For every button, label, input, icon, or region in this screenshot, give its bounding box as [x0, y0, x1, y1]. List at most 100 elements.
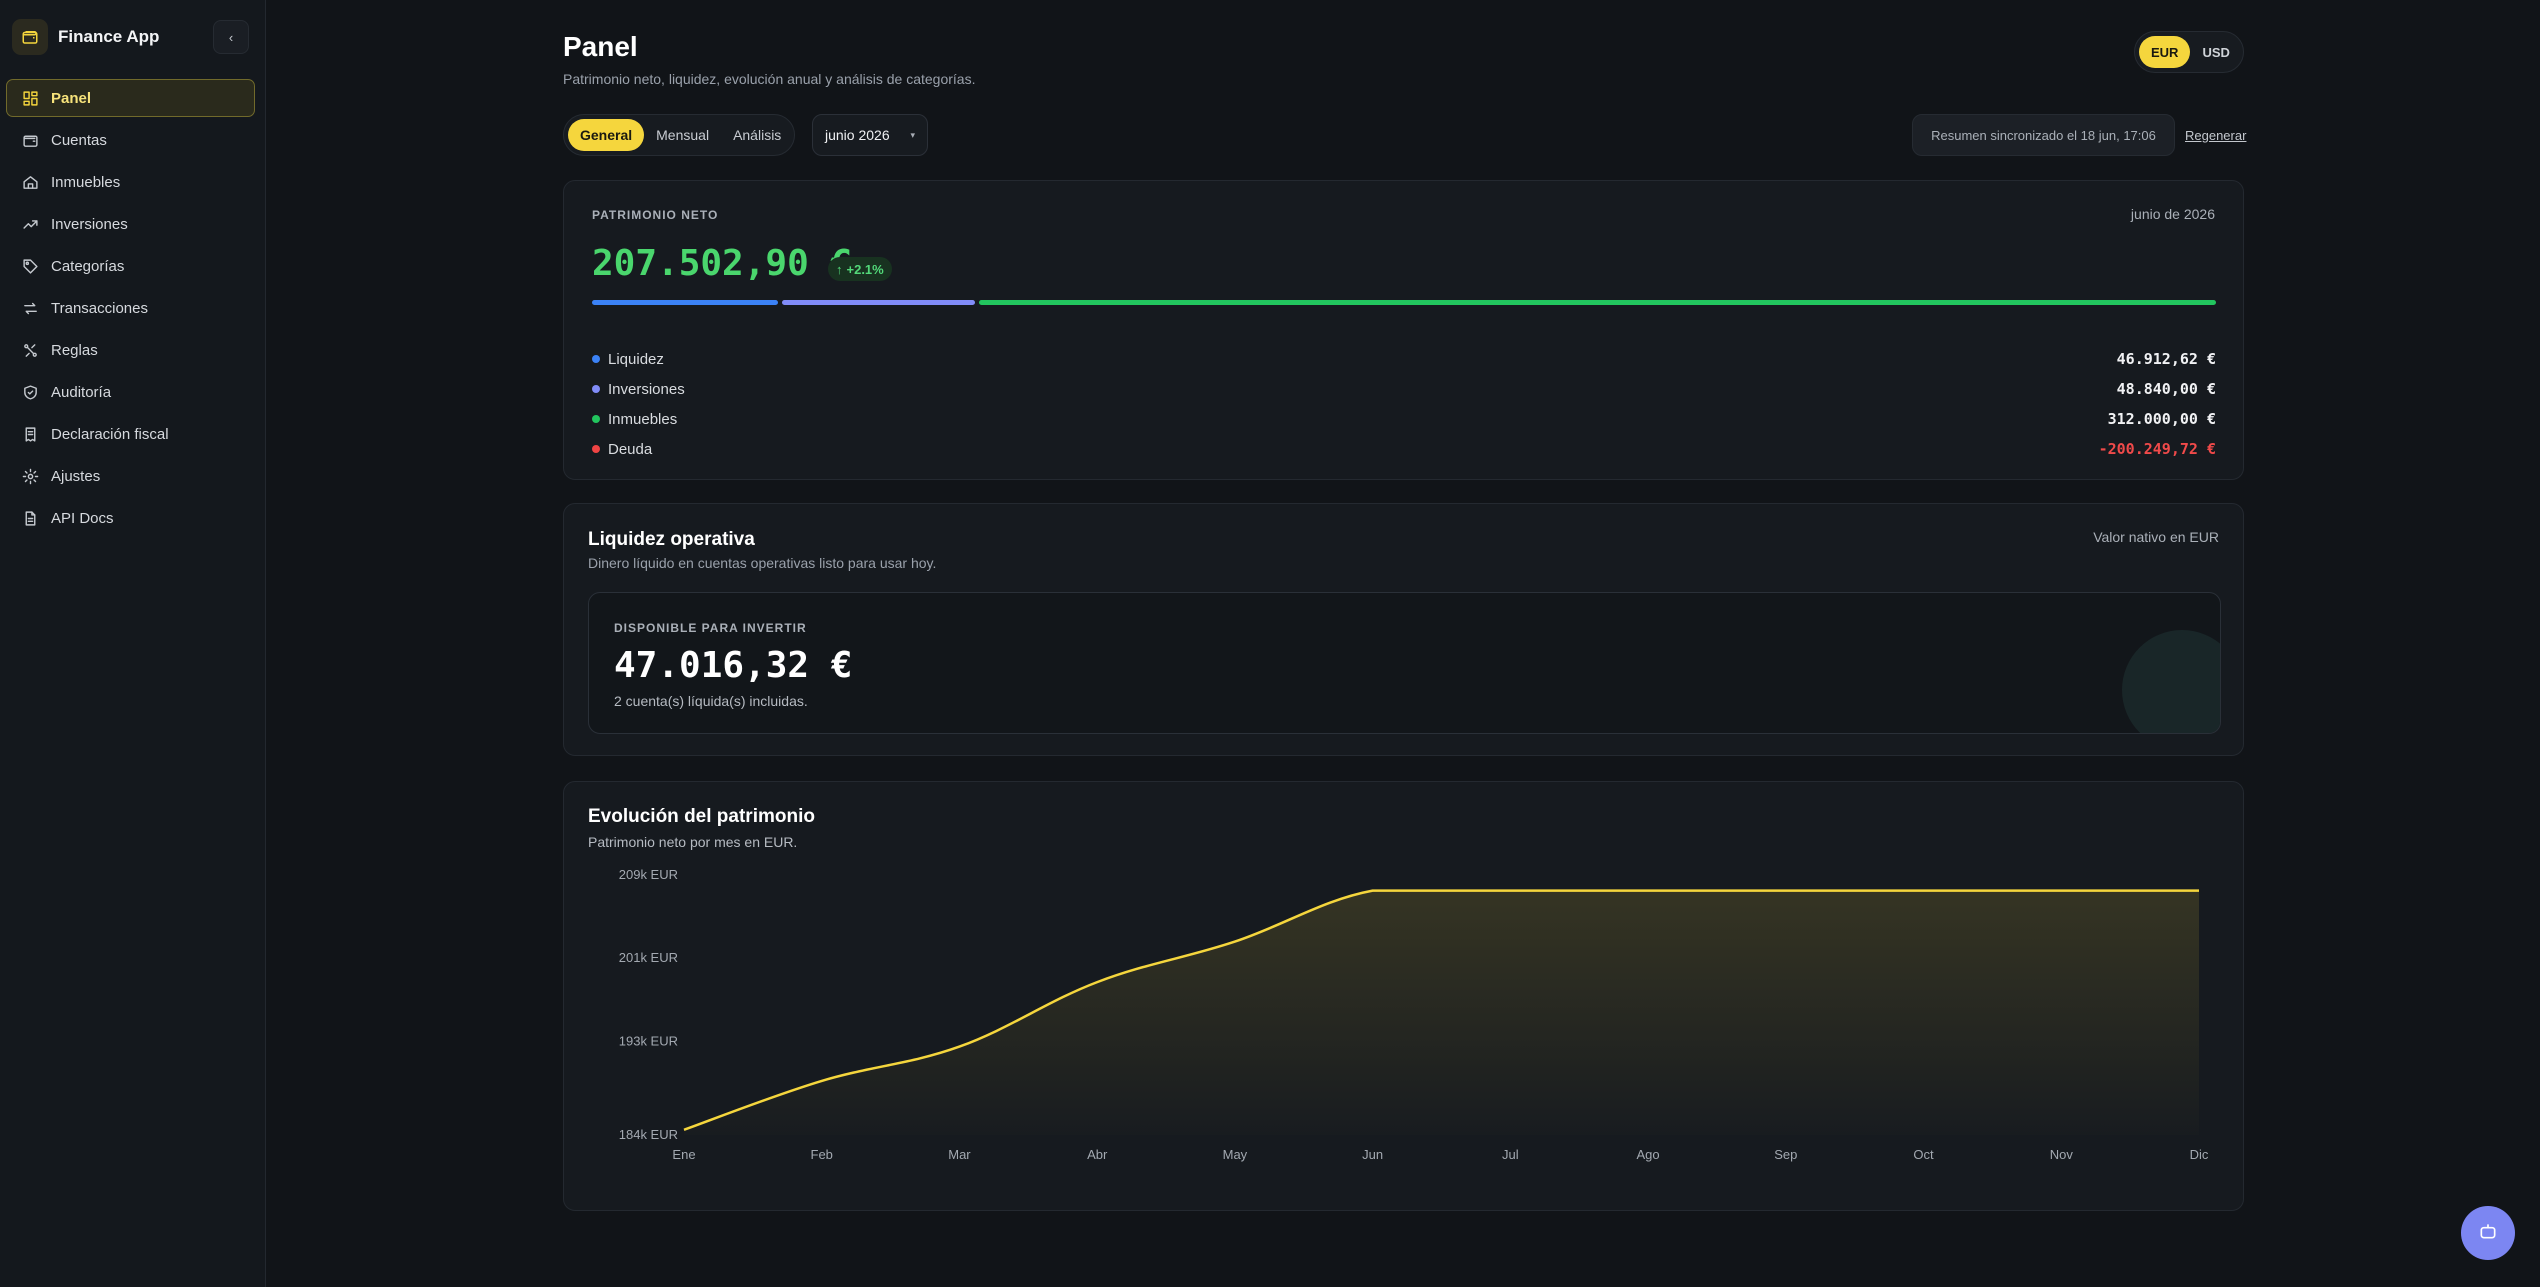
- chart-point-jul[interactable]: [1504, 885, 1516, 897]
- document-icon: [21, 509, 39, 527]
- breakdown-label: Inmuebles: [608, 410, 678, 428]
- decorative-circle: [2122, 630, 2220, 733]
- arrows-swap-icon: [21, 299, 39, 317]
- y-tick-label: 209k EUR: [619, 867, 678, 882]
- tab-general[interactable]: General: [568, 119, 645, 151]
- sidebar-item-label: Reglas: [51, 341, 98, 359]
- composition-segment: [592, 300, 778, 305]
- chart-point-oct[interactable]: [1918, 885, 1930, 897]
- chart-point-abr[interactable]: [1091, 976, 1103, 988]
- net-worth-date: junio de 2026: [2130, 206, 2215, 222]
- chart-point-nov[interactable]: [2055, 885, 2067, 897]
- y-tick-label: 193k EUR: [619, 1033, 678, 1048]
- sidebar-item-declaracion-fiscal[interactable]: Declaración fiscal: [6, 415, 255, 453]
- shield-check-icon: [21, 383, 39, 401]
- sidebar-item-inmuebles[interactable]: Inmuebles: [6, 163, 255, 201]
- breakdown-row: Inversiones 48.840,00 €: [592, 374, 2216, 404]
- sidebar-item-panel[interactable]: Panel: [6, 79, 255, 117]
- chart-point-ago[interactable]: [1642, 885, 1654, 897]
- available-to-invest-panel: DISPONIBLE PARA INVERTIR 47.016,32 € 2 c…: [588, 592, 2221, 734]
- x-tick-label: Oct: [1913, 1147, 1934, 1162]
- legend-dot: [592, 385, 600, 393]
- wallet-icon: [21, 131, 39, 149]
- net-worth-change: +2.1%: [846, 261, 884, 277]
- sidebar-item-label: API Docs: [51, 509, 114, 527]
- sidebar-item-inversiones[interactable]: Inversiones: [6, 205, 255, 243]
- tab-mensual[interactable]: Mensual: [656, 127, 710, 143]
- chart-point-feb[interactable]: [816, 1075, 828, 1087]
- gear-icon: [21, 467, 39, 485]
- net-worth-breakdown: Liquidez 46.912,62 € Inversiones 48.840,00 …: [592, 344, 2216, 464]
- net-worth-label: PATRIMONIO NETO: [592, 208, 719, 222]
- x-tick-label: Feb: [811, 1147, 833, 1162]
- breakdown-label: Inversiones: [608, 380, 685, 398]
- home-icon: [21, 173, 39, 191]
- x-tick-label: Sep: [1774, 1147, 1797, 1162]
- breakdown-label: Liquidez: [608, 350, 664, 368]
- month-select[interactable]: junio 2026 ▾: [812, 114, 928, 156]
- x-tick-label: May: [1223, 1147, 1248, 1162]
- x-tick-label: Ene: [672, 1147, 695, 1162]
- currency-toggle: EUR USD: [2134, 31, 2244, 73]
- net-worth-chart: 209k EUR 201k EUR 193k EUR 184k EUR Ene Feb Ma…: [619, 867, 2209, 1162]
- available-value: 47.016,32 €: [614, 645, 853, 686]
- sidebar-item-reglas[interactable]: Reglas: [6, 331, 255, 369]
- breakdown-row: Liquidez 46.912,62 €: [592, 344, 2216, 374]
- currency-eur-button[interactable]: EUR: [2139, 36, 2191, 68]
- chevron-left-icon: ‹: [228, 29, 234, 45]
- breakdown-row: Inmuebles 312.000,00 €: [592, 404, 2216, 434]
- chart-point-may[interactable]: [1229, 936, 1241, 948]
- sidebar-item-label: Cuentas: [51, 131, 107, 149]
- chart-point-jun[interactable]: [1367, 885, 1379, 897]
- chart-area: [684, 890, 2199, 1135]
- sidebar-item-label: Ajustes: [51, 467, 101, 485]
- legend-dot: [592, 445, 600, 453]
- chart-point-dic[interactable]: [2193, 885, 2205, 897]
- sidebar-item-transacciones[interactable]: Transacciones: [6, 289, 255, 327]
- x-tick-label: Dic: [2190, 1147, 2209, 1162]
- chart-point-ene[interactable]: [678, 1124, 690, 1136]
- liquidity-title: Liquidez operativa: [588, 529, 755, 550]
- evolution-card: Evolución del patrimonio Patrimonio neto…: [563, 781, 2244, 1211]
- chevron-down-icon: ▾: [910, 129, 915, 140]
- sidebar-item-categorias[interactable]: Categorías: [6, 247, 255, 285]
- available-label: DISPONIBLE PARA INVERTIR: [614, 621, 807, 635]
- composition-segment: [781, 300, 976, 305]
- sidebar-item-label: Auditoría: [51, 383, 112, 401]
- net-worth-change-badge: ↑ +2.1%: [828, 257, 892, 281]
- y-tick-label: 184k EUR: [619, 1127, 678, 1142]
- collapse-sidebar-button[interactable]: ‹: [213, 20, 249, 54]
- evolution-subtitle: Patrimonio neto por mes en EUR.: [588, 834, 798, 850]
- liquidity-subtitle: Dinero líquido en cuentas operativas lis…: [588, 555, 937, 571]
- y-tick-label: 201k EUR: [619, 950, 678, 965]
- receipt-icon: [21, 425, 39, 443]
- sidebar-nav: Panel Cuentas Inmuebles Inversiones Categorí…: [6, 79, 255, 541]
- sidebar-item-label: Inmuebles: [51, 173, 121, 191]
- composition-segment: [979, 300, 2216, 305]
- sidebar-item-auditoria[interactable]: Auditoría: [6, 373, 255, 411]
- brand[interactable]: Finance App: [12, 19, 159, 55]
- regenerate-link[interactable]: Regenerar: [2185, 128, 2247, 143]
- page-subtitle: Patrimonio neto, liquidez, evolución anu…: [563, 71, 976, 87]
- sidebar-item-label: Inversiones: [51, 215, 128, 233]
- breakdown-value: 48.840,00 €: [2116, 380, 2216, 398]
- chart-point-mar[interactable]: [953, 1041, 965, 1053]
- assistant-button[interactable]: [2461, 1206, 2515, 1260]
- main-content: Panel Patrimonio neto, liquidez, evoluci…: [266, 0, 2540, 1287]
- breakdown-value: -200.249,72 €: [2098, 440, 2216, 458]
- sidebar-item-label: Transacciones: [51, 299, 148, 317]
- sidebar-item-api-docs[interactable]: API Docs: [6, 499, 255, 537]
- x-tick-label: Jun: [1362, 1147, 1383, 1162]
- view-tabs: General Mensual Análisis: [563, 114, 795, 156]
- breakdown-value: 312.000,00 €: [2107, 410, 2216, 428]
- sync-status: Resumen sincronizado el 18 jun, 17:06: [1912, 114, 2175, 156]
- liquidity-native-note: Valor nativo en EUR: [2093, 529, 2219, 545]
- chart-point-sep[interactable]: [1780, 885, 1792, 897]
- tab-analisis[interactable]: Análisis: [733, 127, 782, 143]
- sidebar-item-cuentas[interactable]: Cuentas: [6, 121, 255, 159]
- wallet-logo-icon: [12, 19, 48, 55]
- sidebar-item-ajustes[interactable]: Ajustes: [6, 457, 255, 495]
- chart-series-line: [683, 889, 2199, 1131]
- currency-usd-button[interactable]: USD: [2202, 44, 2230, 60]
- breakdown-label: Deuda: [608, 440, 653, 458]
